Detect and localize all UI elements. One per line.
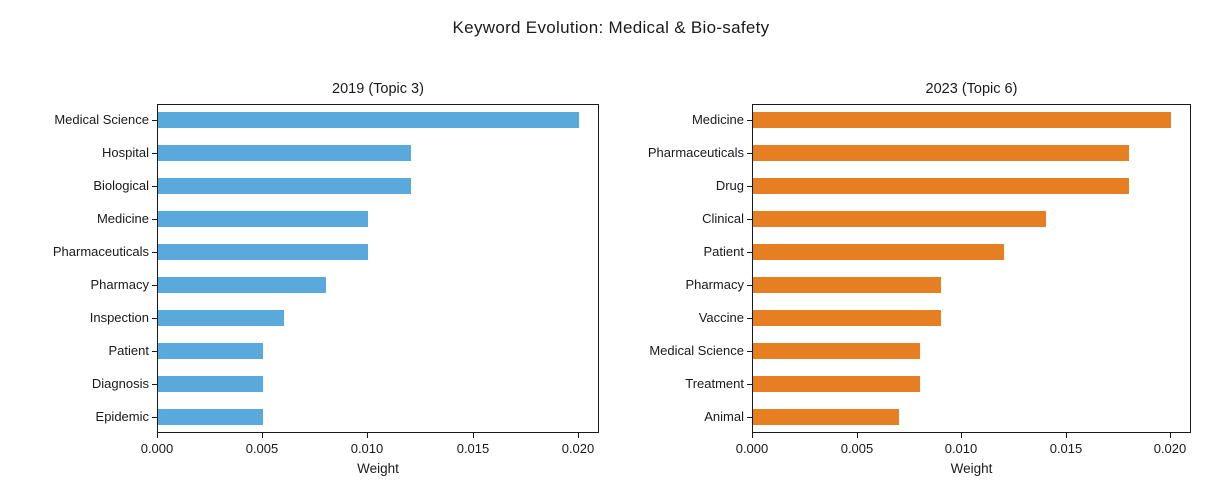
- bar-medicine: [158, 211, 368, 227]
- x-tick-label: 0.015: [1049, 441, 1083, 456]
- y-tick-mark: [747, 120, 752, 121]
- y-tick-mark: [152, 186, 157, 187]
- y-tick-mark: [747, 417, 752, 418]
- x-tick-mark: [578, 433, 579, 438]
- bar-patient: [753, 244, 1004, 260]
- y-axis-label: Pharmacy: [90, 277, 149, 292]
- bar-inspection: [158, 310, 284, 326]
- x-tick-label: 0.020: [561, 441, 595, 456]
- y-tick-mark: [152, 318, 157, 319]
- x-tick-mark: [157, 433, 158, 438]
- bar-medicine: [753, 112, 1171, 128]
- y-axis-label: Patient: [703, 244, 744, 259]
- figure-title: Keyword Evolution: Medical & Bio-safety: [452, 18, 770, 37]
- y-axis-label: Hospital: [102, 145, 149, 160]
- y-axis-label: Epidemic: [95, 409, 149, 424]
- bar-biological: [158, 178, 411, 194]
- y-axis-label: Pharmacy: [685, 277, 744, 292]
- x-axis-label: Weight: [950, 461, 993, 476]
- y-axis-label: Pharmaceuticals: [52, 244, 149, 259]
- x-tick-mark: [961, 433, 962, 438]
- x-tick-mark: [752, 433, 753, 438]
- bar-medical-science: [158, 112, 579, 128]
- y-axis-label: Pharmaceuticals: [647, 145, 744, 160]
- y-axis-label: Diagnosis: [91, 376, 149, 391]
- y-tick-mark: [152, 219, 157, 220]
- y-axis-label: Patient: [108, 343, 149, 358]
- bar-patient: [158, 343, 263, 359]
- bar-medical-science: [753, 343, 920, 359]
- y-axis-label: Drug: [715, 178, 744, 193]
- y-tick-mark: [152, 252, 157, 253]
- bar-clinical: [753, 211, 1046, 227]
- bar-animal: [753, 409, 899, 425]
- x-tick-label: 0.000: [735, 441, 769, 456]
- y-tick-mark: [747, 186, 752, 187]
- x-tick-label: 0.020: [1153, 441, 1187, 456]
- x-tick-label: 0.005: [840, 441, 874, 456]
- y-tick-mark: [747, 153, 752, 154]
- bar-diagnosis: [158, 376, 263, 392]
- x-tick-mark: [262, 433, 263, 438]
- y-tick-mark: [152, 285, 157, 286]
- bar-pharmacy: [753, 277, 941, 293]
- y-axis-label: Inspection: [89, 310, 149, 325]
- subplot-title: 2019 (Topic 3): [332, 81, 424, 97]
- y-axis-label: Animal: [704, 409, 744, 424]
- y-axis-label: Biological: [93, 178, 149, 193]
- y-tick-mark: [747, 252, 752, 253]
- x-tick-mark: [1170, 433, 1171, 438]
- bar-pharmacy: [158, 277, 326, 293]
- subplot-title: 2023 (Topic 6): [925, 81, 1018, 97]
- y-tick-mark: [152, 417, 157, 418]
- y-axis-label: Treatment: [685, 376, 744, 391]
- y-axis-label: Medicine: [691, 112, 744, 127]
- y-tick-mark: [152, 153, 157, 154]
- x-tick-label: 0.010: [944, 441, 978, 456]
- bar-drug: [753, 178, 1129, 194]
- x-tick-label: 0.000: [140, 441, 174, 456]
- x-tick-mark: [857, 433, 858, 438]
- y-tick-mark: [747, 285, 752, 286]
- bar-vaccine: [753, 310, 941, 326]
- y-tick-mark: [152, 120, 157, 121]
- y-tick-mark: [152, 351, 157, 352]
- y-tick-mark: [747, 351, 752, 352]
- x-tick-label: 0.005: [245, 441, 279, 456]
- bar-treatment: [753, 376, 920, 392]
- y-tick-mark: [152, 384, 157, 385]
- y-axis-label: Medical Science: [54, 112, 149, 127]
- x-tick-mark: [473, 433, 474, 438]
- x-tick-mark: [367, 433, 368, 438]
- y-axis-label: Vaccine: [698, 310, 744, 325]
- x-axis-label: Weight: [357, 461, 399, 476]
- y-axis-label: Clinical: [702, 211, 744, 226]
- x-tick-label: 0.015: [456, 441, 490, 456]
- x-tick-mark: [1066, 433, 1067, 438]
- y-tick-mark: [747, 384, 752, 385]
- bar-pharmaceuticals: [158, 244, 368, 260]
- y-tick-mark: [747, 318, 752, 319]
- y-axis-label: Medicine: [96, 211, 149, 226]
- bar-pharmaceuticals: [753, 145, 1129, 161]
- y-axis-label: Medical Science: [649, 343, 744, 358]
- x-tick-label: 0.010: [350, 441, 384, 456]
- bar-hospital: [158, 145, 411, 161]
- bar-epidemic: [158, 409, 263, 425]
- y-tick-mark: [747, 219, 752, 220]
